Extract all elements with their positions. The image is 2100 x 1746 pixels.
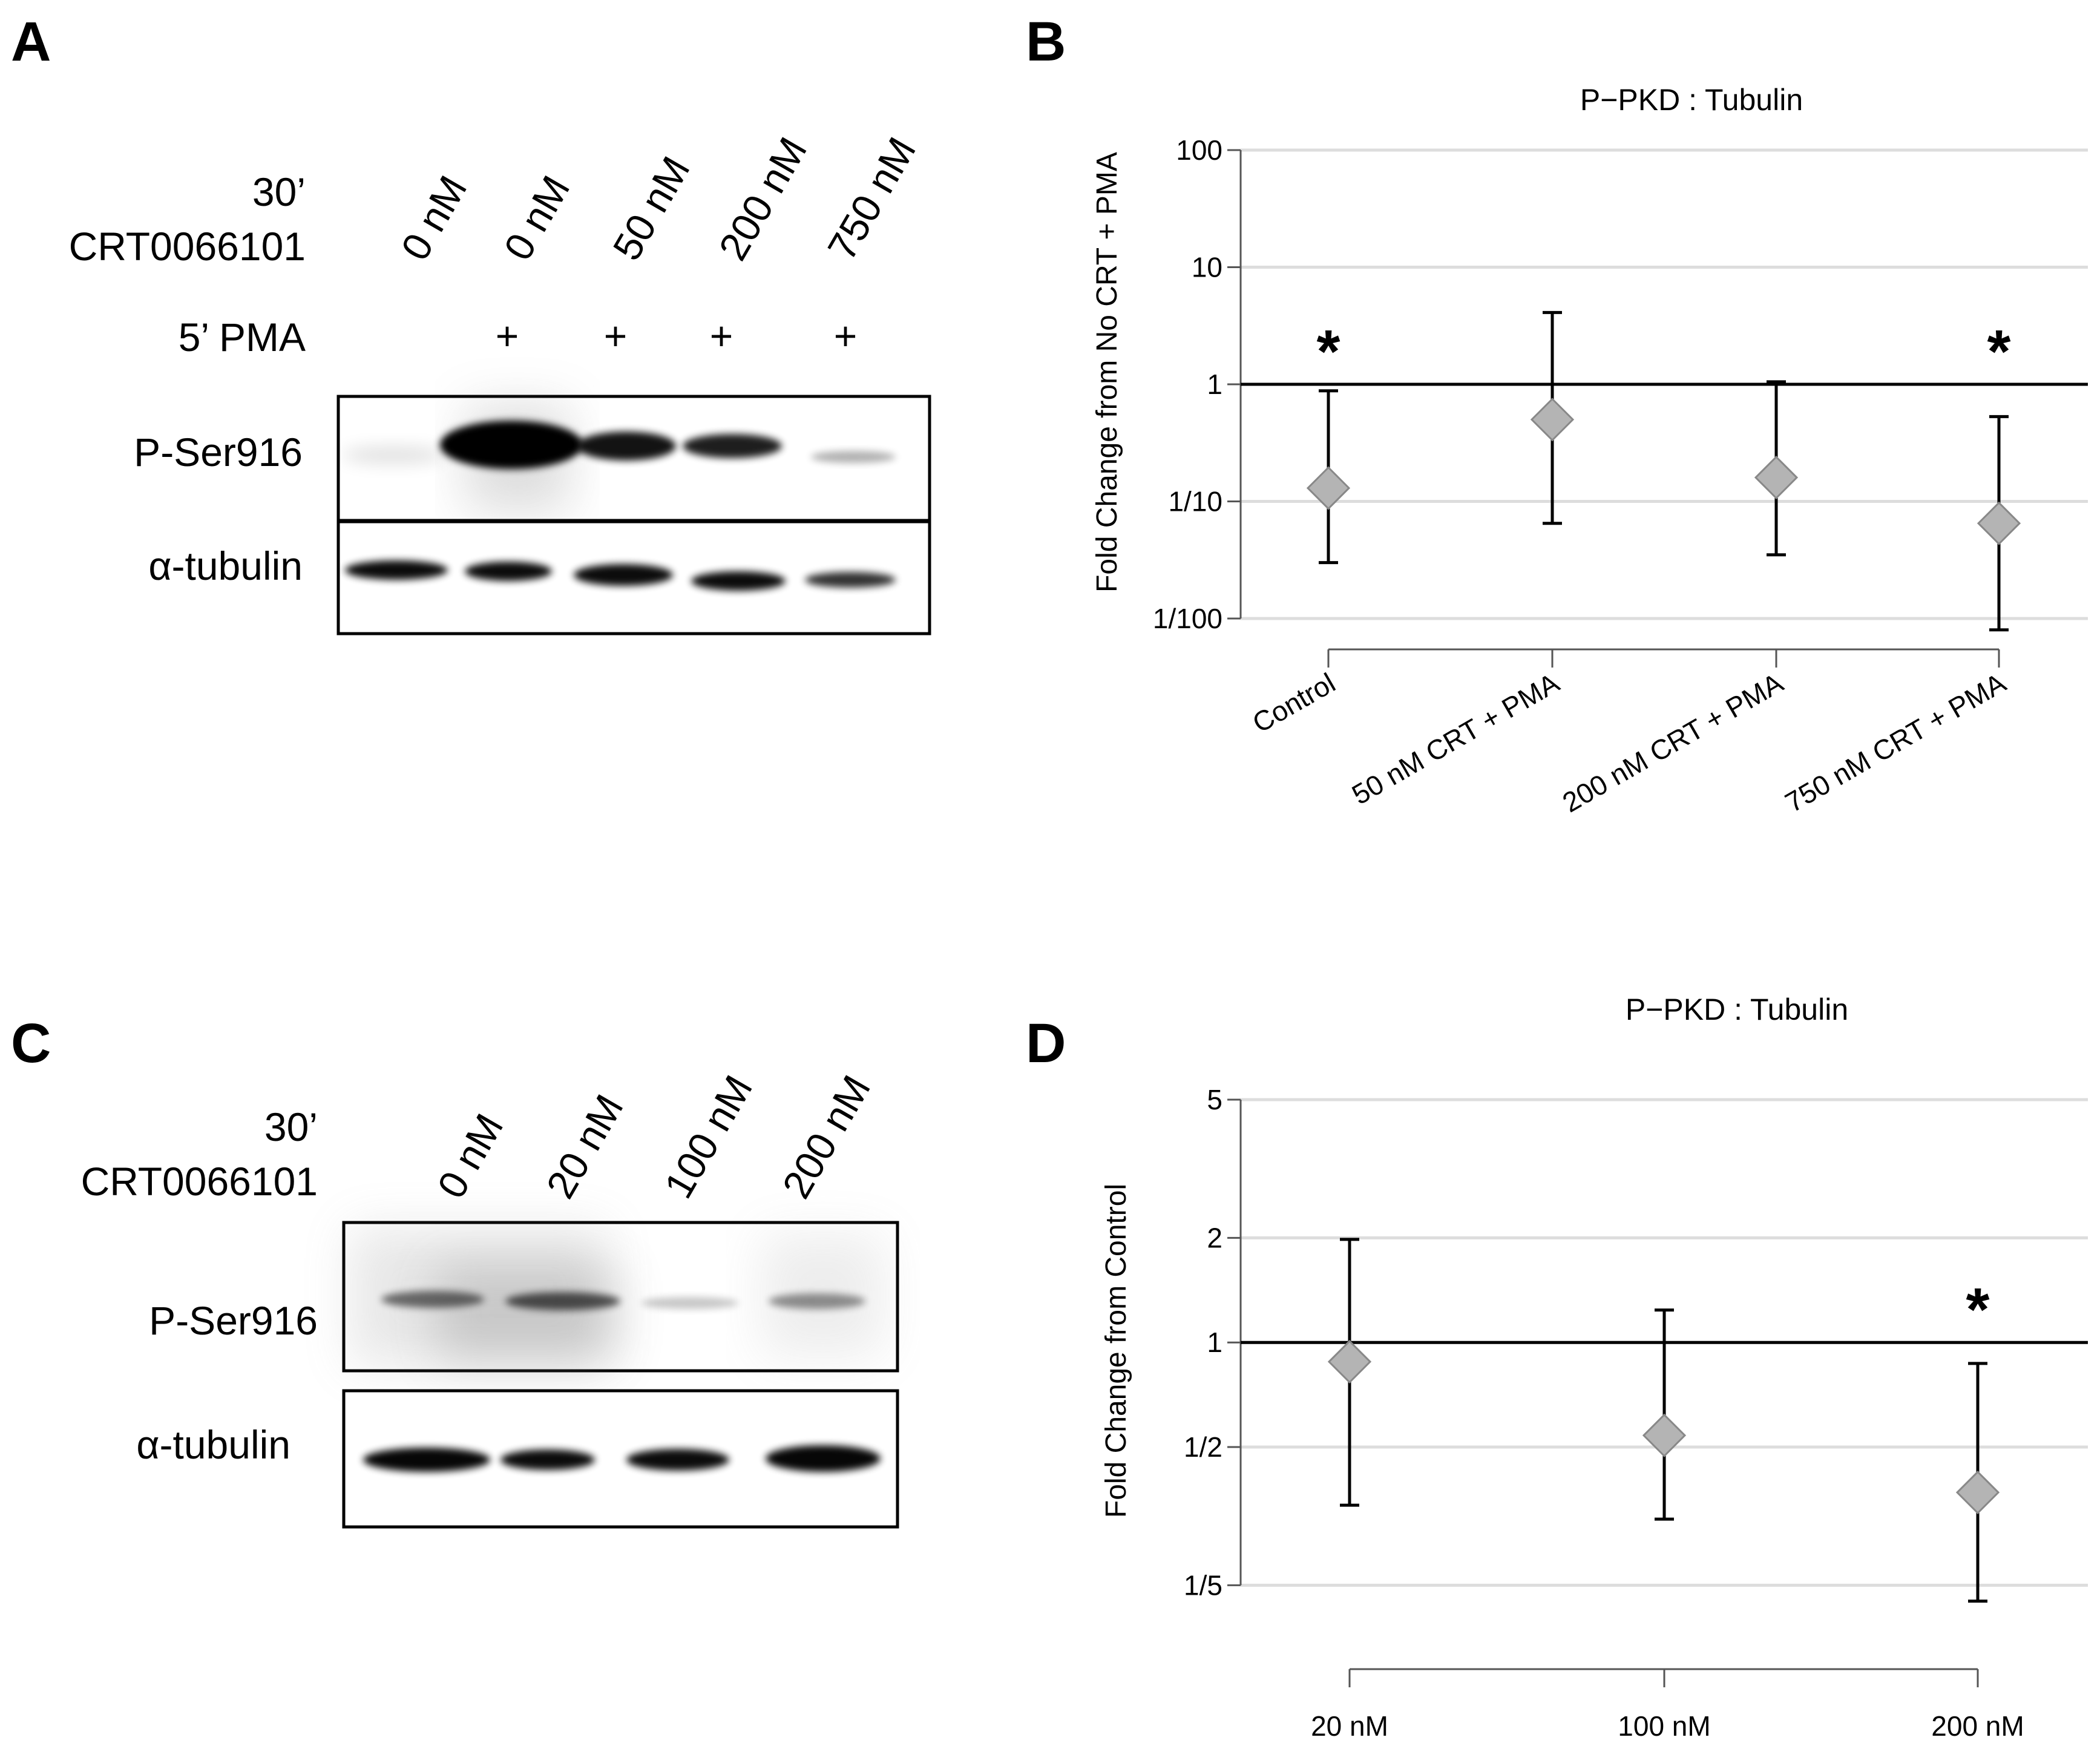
blot-a-pma-mark-4: + [710, 313, 733, 358]
x-category-label: 50 nM CRT + PMA [1347, 666, 1564, 810]
blot-a-row-pser916: P-Ser916 [134, 430, 303, 474]
chart-b: P−PKD : Tubulin Fold Change from No CRT … [1091, 83, 2088, 818]
blot-a-lane-3: 50 nM [604, 149, 698, 267]
band [505, 1292, 620, 1310]
x-category-label: 200 nM [1931, 1710, 2024, 1742]
panel-letter-d: D [1026, 1012, 1066, 1074]
blot-a-drug-label: CRT0066101 [69, 224, 306, 269]
blot-c-pser916-membrane [342, 1221, 899, 1373]
band [574, 564, 673, 586]
blot-c-tubulin-membrane [342, 1389, 899, 1529]
significance-star: * [1987, 318, 2011, 386]
y-tick-label: 5 [1207, 1084, 1222, 1115]
panel-b: B P−PKD : Tubulin Fold Change from No CR… [1026, 11, 2088, 818]
blot-c-time-label: 30’ [264, 1104, 318, 1149]
x-category-label: 750 nM CRT + PMA [1780, 666, 2011, 818]
band [641, 1297, 738, 1309]
blot-a-pser916-membrane [336, 395, 931, 522]
y-tick-label: 1/5 [1184, 1569, 1222, 1601]
blot-c-row-tubulin: α-tubulin [136, 1422, 290, 1467]
blot-a-lane-1: 0 nM [392, 168, 475, 267]
data-point [1955, 1470, 2000, 1515]
band [500, 1449, 595, 1470]
blot-c-lane-3: 100 nM [655, 1068, 761, 1206]
panel-d: D P−PKD : Tubulin Fold Change from Contr… [1026, 993, 2088, 1742]
blot-c-lane-2: 20 nM [537, 1087, 632, 1206]
data-point [1754, 455, 1799, 500]
blot-a-pma-mark-3: + [604, 313, 628, 358]
band [766, 1445, 881, 1472]
panel-c: C 30’ CRT0066101 0 nM 20 nM 100 nM 200 n… [11, 1012, 899, 1529]
band [691, 571, 786, 591]
band [811, 451, 896, 463]
band [363, 1448, 490, 1472]
y-tick-label: 1 [1207, 1327, 1222, 1358]
panel-letter-b: B [1026, 11, 1066, 73]
data-point [1306, 466, 1351, 510]
y-tick-label: 10 [1192, 252, 1222, 283]
band [577, 432, 676, 461]
blot-a-row-tubulin: α-tubulin [148, 543, 303, 588]
blot-a-lane-5: 750 nM [819, 130, 924, 267]
band [345, 560, 448, 580]
data-point [1327, 1339, 1372, 1384]
blot-c-row-pser916: P-Ser916 [149, 1298, 318, 1343]
chart-b-title: P−PKD : Tubulin [1580, 83, 1803, 117]
band [683, 434, 782, 458]
band [805, 572, 896, 588]
y-tick-label: 1/100 [1153, 603, 1222, 634]
blot-a-lane-4: 200 nM [710, 130, 815, 267]
x-category-label: 20 nM [1311, 1710, 1388, 1742]
x-category-label: Control [1247, 667, 1340, 739]
blot-c-lane-1: 0 nM [428, 1106, 511, 1206]
x-category-label: 100 nM [1618, 1710, 1710, 1742]
y-tick-label: 1/2 [1184, 1431, 1222, 1463]
band [769, 1293, 865, 1309]
data-point [1530, 398, 1575, 442]
band [465, 562, 552, 581]
blot-a-tubulin-membrane [336, 520, 931, 635]
y-tick-label: 1 [1207, 369, 1222, 400]
y-tick-label: 2 [1207, 1222, 1222, 1253]
blot-a-pma-label: 5’ PMA [179, 315, 306, 359]
blot-c-drug-label: CRT0066101 [81, 1159, 318, 1204]
blot-a-pma-mark-2: + [496, 313, 519, 358]
chart-d: P−PKD : Tubulin Fold Change from Control… [1100, 993, 2088, 1742]
band [626, 1449, 729, 1471]
band [342, 447, 445, 464]
blot-a-lane-2: 0 nM [495, 168, 578, 267]
significance-star: * [1966, 1276, 1990, 1344]
panel-a: A 30’ CRT0066101 5’ PMA 0 nM 0 nM 50 nM … [11, 11, 931, 635]
band [381, 1291, 484, 1308]
panel-letter-a: A [11, 11, 51, 73]
blot-a-time-label: 30’ [252, 169, 306, 214]
significance-star: * [1317, 318, 1340, 386]
chart-d-ylabel: Fold Change from Control [1100, 1184, 1132, 1518]
chart-b-ylabel: Fold Change from No CRT + PMA [1091, 152, 1123, 592]
panel-letter-c: C [11, 1012, 51, 1074]
y-tick-label: 100 [1176, 134, 1222, 166]
chart-d-title: P−PKD : Tubulin [1626, 993, 1848, 1026]
data-point [1642, 1413, 1687, 1457]
blot-a-pma-mark-5: + [834, 313, 858, 358]
y-tick-label: 1/10 [1168, 486, 1222, 517]
blot-c-lane-4: 200 nM [773, 1068, 879, 1206]
data-point [1977, 501, 2021, 545]
x-category-label: 200 nM CRT + PMA [1557, 666, 1788, 818]
band [440, 421, 583, 469]
